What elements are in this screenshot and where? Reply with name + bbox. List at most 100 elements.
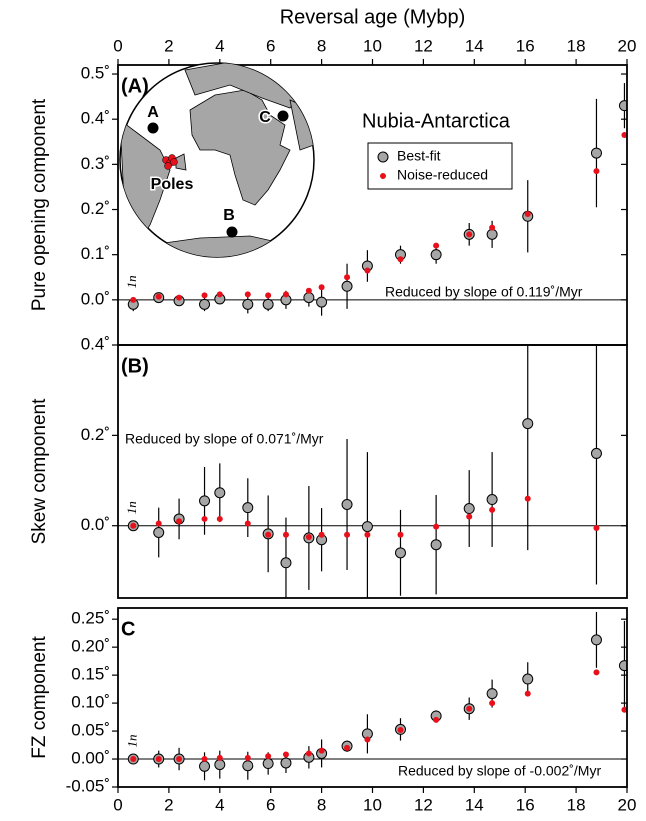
- point: [199, 298, 211, 310]
- pole-marker: [170, 158, 178, 166]
- point: [341, 498, 353, 510]
- point: [305, 750, 312, 757]
- point: [318, 531, 325, 538]
- point: [344, 274, 351, 281]
- y-tick-label: 0.4˚: [81, 109, 110, 128]
- point: [244, 291, 251, 298]
- point: [216, 291, 223, 298]
- panel-label: (B): [121, 355, 149, 377]
- point: [303, 292, 315, 304]
- pole-marker: [164, 162, 172, 170]
- point: [522, 418, 534, 430]
- point: [316, 296, 328, 308]
- x-tick-label: 14: [465, 795, 484, 814]
- point: [216, 754, 223, 761]
- point: [430, 539, 442, 551]
- point: [524, 495, 531, 502]
- x-tick-label: 8: [317, 795, 326, 814]
- point: [593, 524, 600, 531]
- panel-frame: [117, 344, 628, 599]
- point: [341, 280, 353, 292]
- point: [176, 518, 183, 525]
- point: [199, 495, 211, 507]
- point: [466, 513, 473, 520]
- y-tick-label: 0.25˚: [71, 609, 110, 628]
- y-tick-label: 0.15˚: [71, 665, 110, 684]
- globe-inset: A B C Poles: [119, 62, 315, 258]
- point: [265, 753, 272, 760]
- point: [430, 249, 442, 261]
- x-tick-label: 6: [266, 36, 275, 55]
- point: [433, 716, 440, 723]
- plot-area: [127, 611, 627, 781]
- x-tick-label: 6: [266, 795, 275, 814]
- point: [242, 298, 254, 310]
- point: [397, 256, 404, 263]
- y-tick-label: 0.2˚: [81, 425, 110, 444]
- y-axis-title: Pure opening component: [29, 98, 50, 311]
- point: [344, 744, 351, 751]
- point: [199, 760, 211, 772]
- site-marker: [226, 226, 238, 238]
- point: [489, 506, 496, 513]
- point: [176, 756, 183, 763]
- point: [361, 521, 373, 533]
- point: [153, 526, 165, 538]
- x-tick-label: 20: [618, 36, 637, 55]
- landmass: [189, 89, 291, 206]
- point: [364, 267, 371, 274]
- point: [486, 228, 498, 240]
- point: [280, 757, 292, 769]
- inset-label: C: [259, 109, 271, 126]
- point: [214, 487, 226, 499]
- x-tick-label: 20: [618, 795, 637, 814]
- y-tick-label: 0.20˚: [71, 637, 110, 656]
- point: [282, 751, 289, 758]
- point: [216, 515, 223, 522]
- legend-marker: [380, 173, 386, 179]
- x-tick-label: 16: [516, 795, 535, 814]
- point: [590, 634, 602, 646]
- y-tick-label: 0.3˚: [81, 154, 110, 173]
- x-tick-label: 16: [516, 36, 535, 55]
- point: [244, 754, 251, 761]
- point: [244, 520, 251, 527]
- y-tick-label: 0.00˚: [71, 749, 110, 768]
- point: [155, 520, 162, 527]
- point: [489, 700, 496, 707]
- plot-area: [127, 83, 627, 316]
- annotation: Reduced by slope of 0.119˚/Myr: [385, 284, 583, 300]
- point: [265, 292, 272, 299]
- panel-label: (A): [121, 75, 149, 97]
- point: [262, 758, 274, 770]
- inset-label: B: [223, 207, 235, 224]
- point: [524, 690, 531, 697]
- legend-marker: [377, 151, 389, 163]
- point: [318, 284, 325, 291]
- x-tick-label: 10: [363, 36, 382, 55]
- y-tick-label: 0.0˚: [81, 289, 110, 308]
- inset-label: Poles: [151, 176, 194, 193]
- legend-label: Noise-reduced: [397, 167, 488, 183]
- point: [282, 291, 289, 298]
- x-tick-label: 0: [113, 36, 122, 55]
- point: [176, 294, 183, 301]
- chron-label: 1n: [124, 501, 139, 514]
- site-marker: [147, 122, 159, 134]
- x-tick-label: 18: [567, 36, 586, 55]
- x-axis-title: Reversal age (Mybp): [280, 6, 466, 28]
- y-tick-label: 0.1˚: [81, 244, 110, 263]
- point: [466, 231, 473, 238]
- point: [155, 293, 162, 300]
- point: [155, 756, 162, 763]
- point: [318, 747, 325, 754]
- point: [593, 168, 600, 175]
- point: [130, 522, 137, 529]
- point: [242, 760, 254, 772]
- point: [618, 660, 627, 672]
- point: [282, 531, 289, 538]
- chron-label: 1n: [124, 275, 139, 288]
- point: [524, 211, 531, 218]
- point: [265, 531, 272, 538]
- site-marker: [277, 110, 289, 122]
